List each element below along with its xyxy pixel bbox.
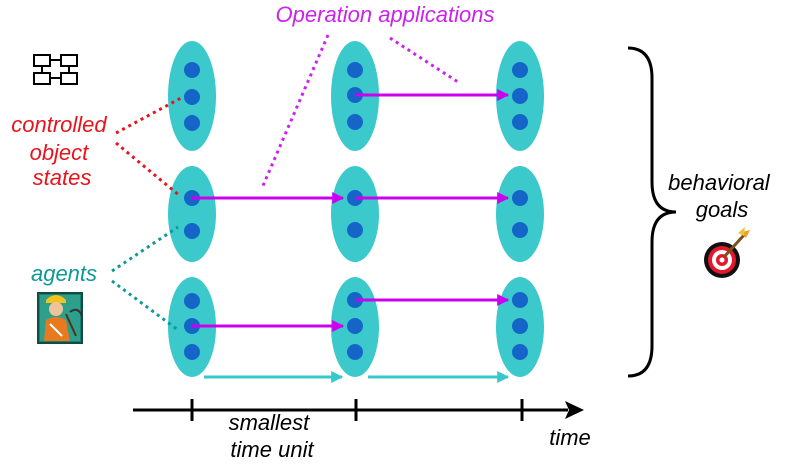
state-dot xyxy=(512,292,528,308)
worker-agent-icon xyxy=(37,292,83,344)
state-dot xyxy=(347,344,363,360)
time-label: time xyxy=(549,425,591,450)
state-dot xyxy=(512,88,528,104)
state-dot xyxy=(184,344,200,360)
state-ellipse xyxy=(496,166,544,262)
time-axis xyxy=(133,399,584,421)
state-dot xyxy=(184,223,200,239)
agents-pointer-lines xyxy=(111,225,179,332)
state-machine-icon xyxy=(33,54,78,85)
behavioral-goals-label: behavioral goals xyxy=(668,170,776,222)
state-dot xyxy=(184,62,200,78)
operation-arrows xyxy=(192,89,510,332)
target-dartboard-icon xyxy=(704,227,750,278)
state-dot xyxy=(512,318,528,334)
operation-applications-label: Operation applications xyxy=(276,2,495,27)
smallest-time-unit-label: smallest time unit xyxy=(229,410,316,462)
state-ellipse xyxy=(331,166,379,262)
state-dot xyxy=(347,62,363,78)
state-dot xyxy=(184,89,200,105)
state-dot xyxy=(184,293,200,309)
state-dot xyxy=(512,344,528,360)
state-dot xyxy=(512,114,528,130)
state-dot xyxy=(512,190,528,206)
state-dot xyxy=(347,318,363,334)
state-ellipse xyxy=(168,166,216,262)
states-pointer-lines xyxy=(115,96,182,198)
controlled-object-states-label: controlled object states xyxy=(11,112,113,190)
state-dot xyxy=(347,222,363,238)
state-dots xyxy=(184,62,528,360)
state-dot xyxy=(347,114,363,130)
behavioral-goals-brace xyxy=(627,46,677,378)
state-dot xyxy=(184,115,200,131)
state-dot xyxy=(512,222,528,238)
agents-label: agents xyxy=(31,261,97,286)
state-dot xyxy=(512,62,528,78)
